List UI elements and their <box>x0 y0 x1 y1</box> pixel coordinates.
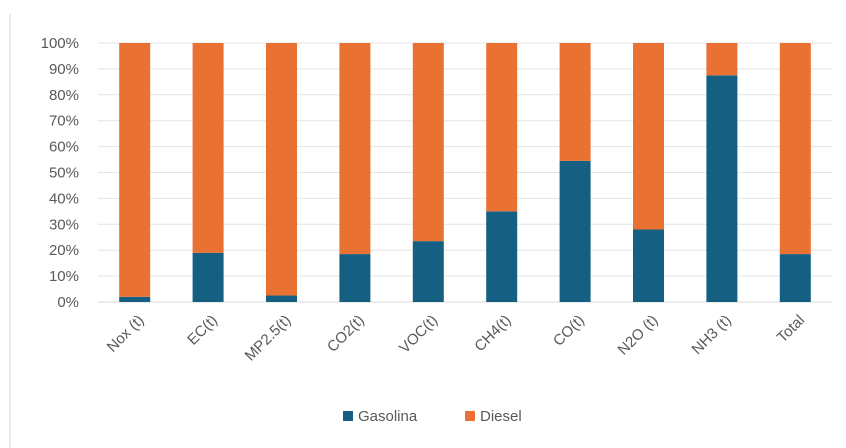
bar-gasolina-9 <box>706 75 738 302</box>
bar-gasolina-8 <box>633 229 664 302</box>
y-tick-label: 90% <box>49 61 79 78</box>
bar-gasolina-2 <box>192 252 224 302</box>
legend: Gasolina Diesel <box>343 408 522 425</box>
legend-swatch-gasolina <box>343 411 353 421</box>
legend-label-gasolina: Gasolina <box>358 408 418 425</box>
y-tick-label: 0% <box>57 294 79 311</box>
y-tick-label: 50% <box>49 165 79 182</box>
bar-gasolina-7 <box>559 160 591 302</box>
legend-label-diesel: Diesel <box>480 408 522 425</box>
bar-diesel-5 <box>412 43 444 242</box>
y-tick-label: 80% <box>49 87 79 104</box>
legend-swatch-diesel <box>465 411 475 421</box>
bars <box>119 43 811 302</box>
bar-gasolina-3 <box>266 295 297 302</box>
bar-gasolina-4 <box>339 254 371 302</box>
bar-gasolina-5 <box>412 241 444 302</box>
bar-diesel-6 <box>486 43 518 212</box>
y-tick-label: 60% <box>49 139 79 156</box>
y-axis-tick-labels: 0% 10% 20% 30% 40% 50% 60% 70% 80% 90% 100% <box>41 35 79 311</box>
y-tick-label: 10% <box>49 268 79 285</box>
bar-diesel-9 <box>706 43 738 76</box>
y-tick-label: 100% <box>41 35 79 52</box>
bar-gasolina-6 <box>486 211 518 302</box>
bar-gasolina-1 <box>119 296 151 302</box>
y-tick-label: 40% <box>49 190 79 207</box>
bar-diesel-2 <box>192 43 224 253</box>
bar-diesel-10 <box>779 43 811 255</box>
y-tick-label: 20% <box>49 242 79 259</box>
bar-gasolina-10 <box>779 254 811 302</box>
bar-diesel-3 <box>266 43 297 296</box>
bar-diesel-1 <box>119 43 151 297</box>
bar-diesel-4 <box>339 43 371 255</box>
y-tick-label: 70% <box>49 113 79 130</box>
y-tick-label: 30% <box>49 216 79 233</box>
bar-diesel-8 <box>633 43 664 230</box>
bar-diesel-7 <box>559 43 591 161</box>
